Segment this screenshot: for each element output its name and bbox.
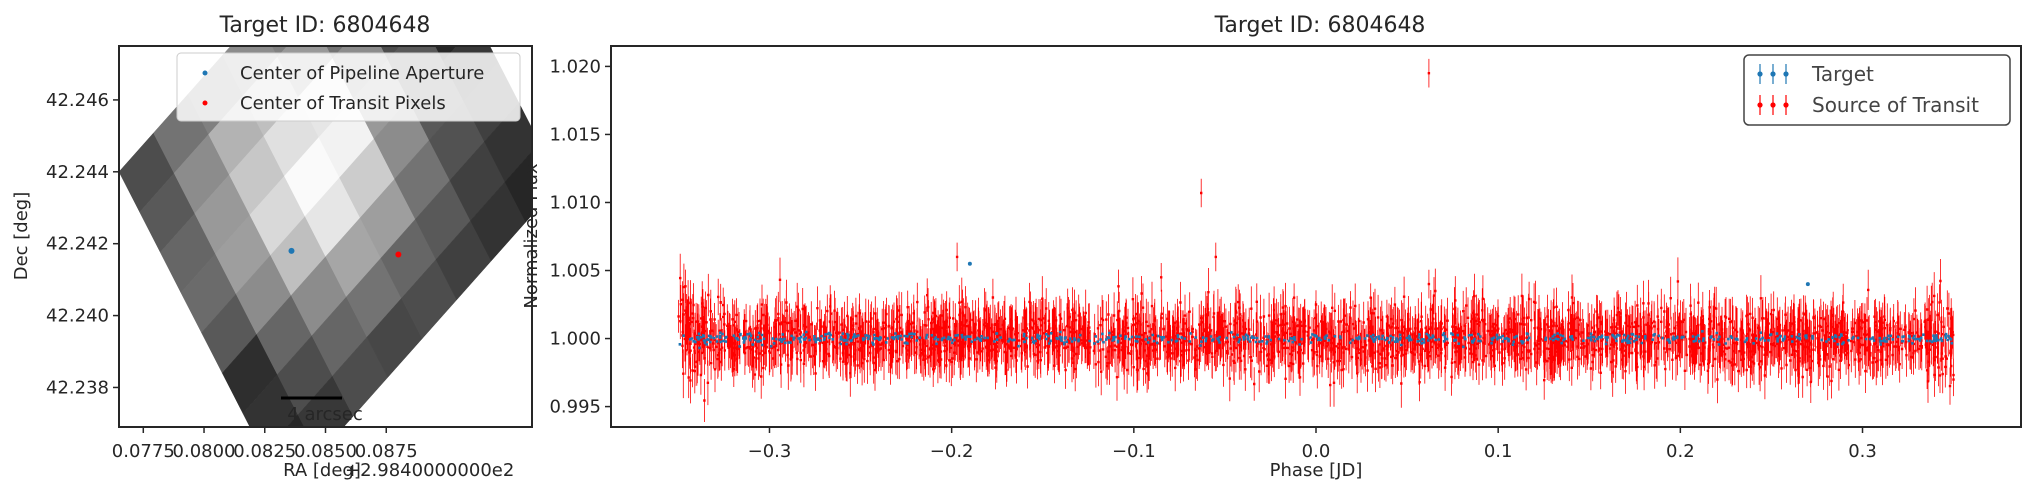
- target-outlier-point: [1805, 282, 1810, 287]
- x-tick-label: 0.0825: [233, 441, 296, 462]
- legend-label-pipeline: Center of Pipeline Aperture: [240, 63, 484, 84]
- aperture-x-offset: +2.9840000000e2: [345, 460, 514, 481]
- x-tick-label: 0.0850: [294, 441, 357, 462]
- series-target: [678, 261, 1954, 350]
- y-tick-label: 42.244: [46, 162, 109, 183]
- y-tick-label: 42.240: [46, 306, 109, 327]
- legend-label-source-of-transit: Source of Transit: [1812, 93, 1979, 117]
- x-tick-label: −0.2: [930, 441, 974, 462]
- aperture-legend: Center of Pipeline Aperture Center of Tr…: [176, 52, 521, 122]
- scale-bar-label: 4 arcsec: [287, 404, 362, 425]
- legend-marker-pipeline: [202, 70, 208, 76]
- aperture-panel: Target ID: 6804648 4 arcsec 0.07750.0800…: [11, 13, 533, 481]
- lightcurve-x-ticks: −0.3 −0.2 −0.1 0.0 0.1 0.2 0.3: [748, 427, 1877, 462]
- heatmap-pixel: [286, 414, 305, 427]
- y-tick-label: 42.238: [46, 377, 109, 398]
- y-tick-label: 1.000: [549, 329, 601, 350]
- y-tick-label: 1.020: [549, 56, 601, 77]
- lightcurve-x-label: Phase [JD]: [1270, 460, 1363, 481]
- lightcurve-y-label: Normalized Flux: [521, 163, 542, 309]
- x-tick-label: 0.3: [1848, 441, 1877, 462]
- pipeline-aperture-center-point: [288, 247, 295, 254]
- lightcurve-panel: Target ID: 6804648 −0.3 −0.2 −0.1 0.0 0.1 0.2…: [521, 13, 2022, 481]
- heatmap-pixel: [271, 46, 288, 58]
- lightcurve-y-ticks: 1.020 1.015 1.010 1.005 1.000 0.995: [549, 56, 611, 418]
- lightcurve-panel-title: Target ID: 6804648: [1214, 13, 1426, 38]
- lightcurve-legend: Target Source of Transit: [1743, 54, 2011, 126]
- target-points: [678, 330, 1954, 350]
- y-tick-label: 42.242: [46, 234, 109, 255]
- aperture-legend-frame: [176, 52, 521, 122]
- aperture-y-label: Dec [deg]: [11, 192, 32, 281]
- target-outlier-point: [967, 261, 972, 266]
- x-tick-label: 0.0875: [355, 441, 418, 462]
- heatmap-pixel: [326, 46, 344, 59]
- x-tick-label: 0.0: [1302, 441, 1331, 462]
- y-tick-label: 1.015: [549, 124, 601, 145]
- transit-pixels-center-point: [395, 251, 402, 258]
- y-tick-label: 0.995: [549, 397, 601, 418]
- x-tick-label: 0.2: [1666, 441, 1695, 462]
- y-tick-label: 42.246: [46, 90, 109, 111]
- aperture-x-label: RA [deg]: [283, 460, 361, 481]
- legend-marker-transit-pixels: [202, 100, 208, 106]
- source-of-transit-points: [677, 72, 1955, 402]
- legend-label-target: Target: [1811, 62, 1874, 86]
- legend-marker-target: [1757, 64, 1789, 84]
- aperture-y-ticks: 42.246 42.244 42.242 42.240 42.238: [46, 90, 119, 398]
- x-tick-label: 0.1: [1484, 441, 1513, 462]
- heatmap-pixel: [504, 151, 532, 223]
- x-tick-label: 0.0775: [112, 441, 175, 462]
- series-source-of-transit: [677, 58, 1955, 422]
- legend-marker-source-of-transit: [1757, 95, 1789, 115]
- x-tick-label: 0.0800: [173, 441, 236, 462]
- y-tick-label: 1.010: [549, 192, 601, 213]
- x-tick-label: −0.1: [1112, 441, 1156, 462]
- legend-label-transit-pixels: Center of Transit Pixels: [240, 93, 446, 114]
- aperture-points: [288, 247, 402, 258]
- x-tick-label: −0.3: [748, 441, 792, 462]
- lightcurve-legend-frame: [1743, 54, 2011, 126]
- scale-bar: 4 arcsec: [281, 396, 363, 425]
- aperture-panel-title: Target ID: 6804648: [219, 13, 431, 38]
- y-tick-label: 1.005: [549, 261, 601, 282]
